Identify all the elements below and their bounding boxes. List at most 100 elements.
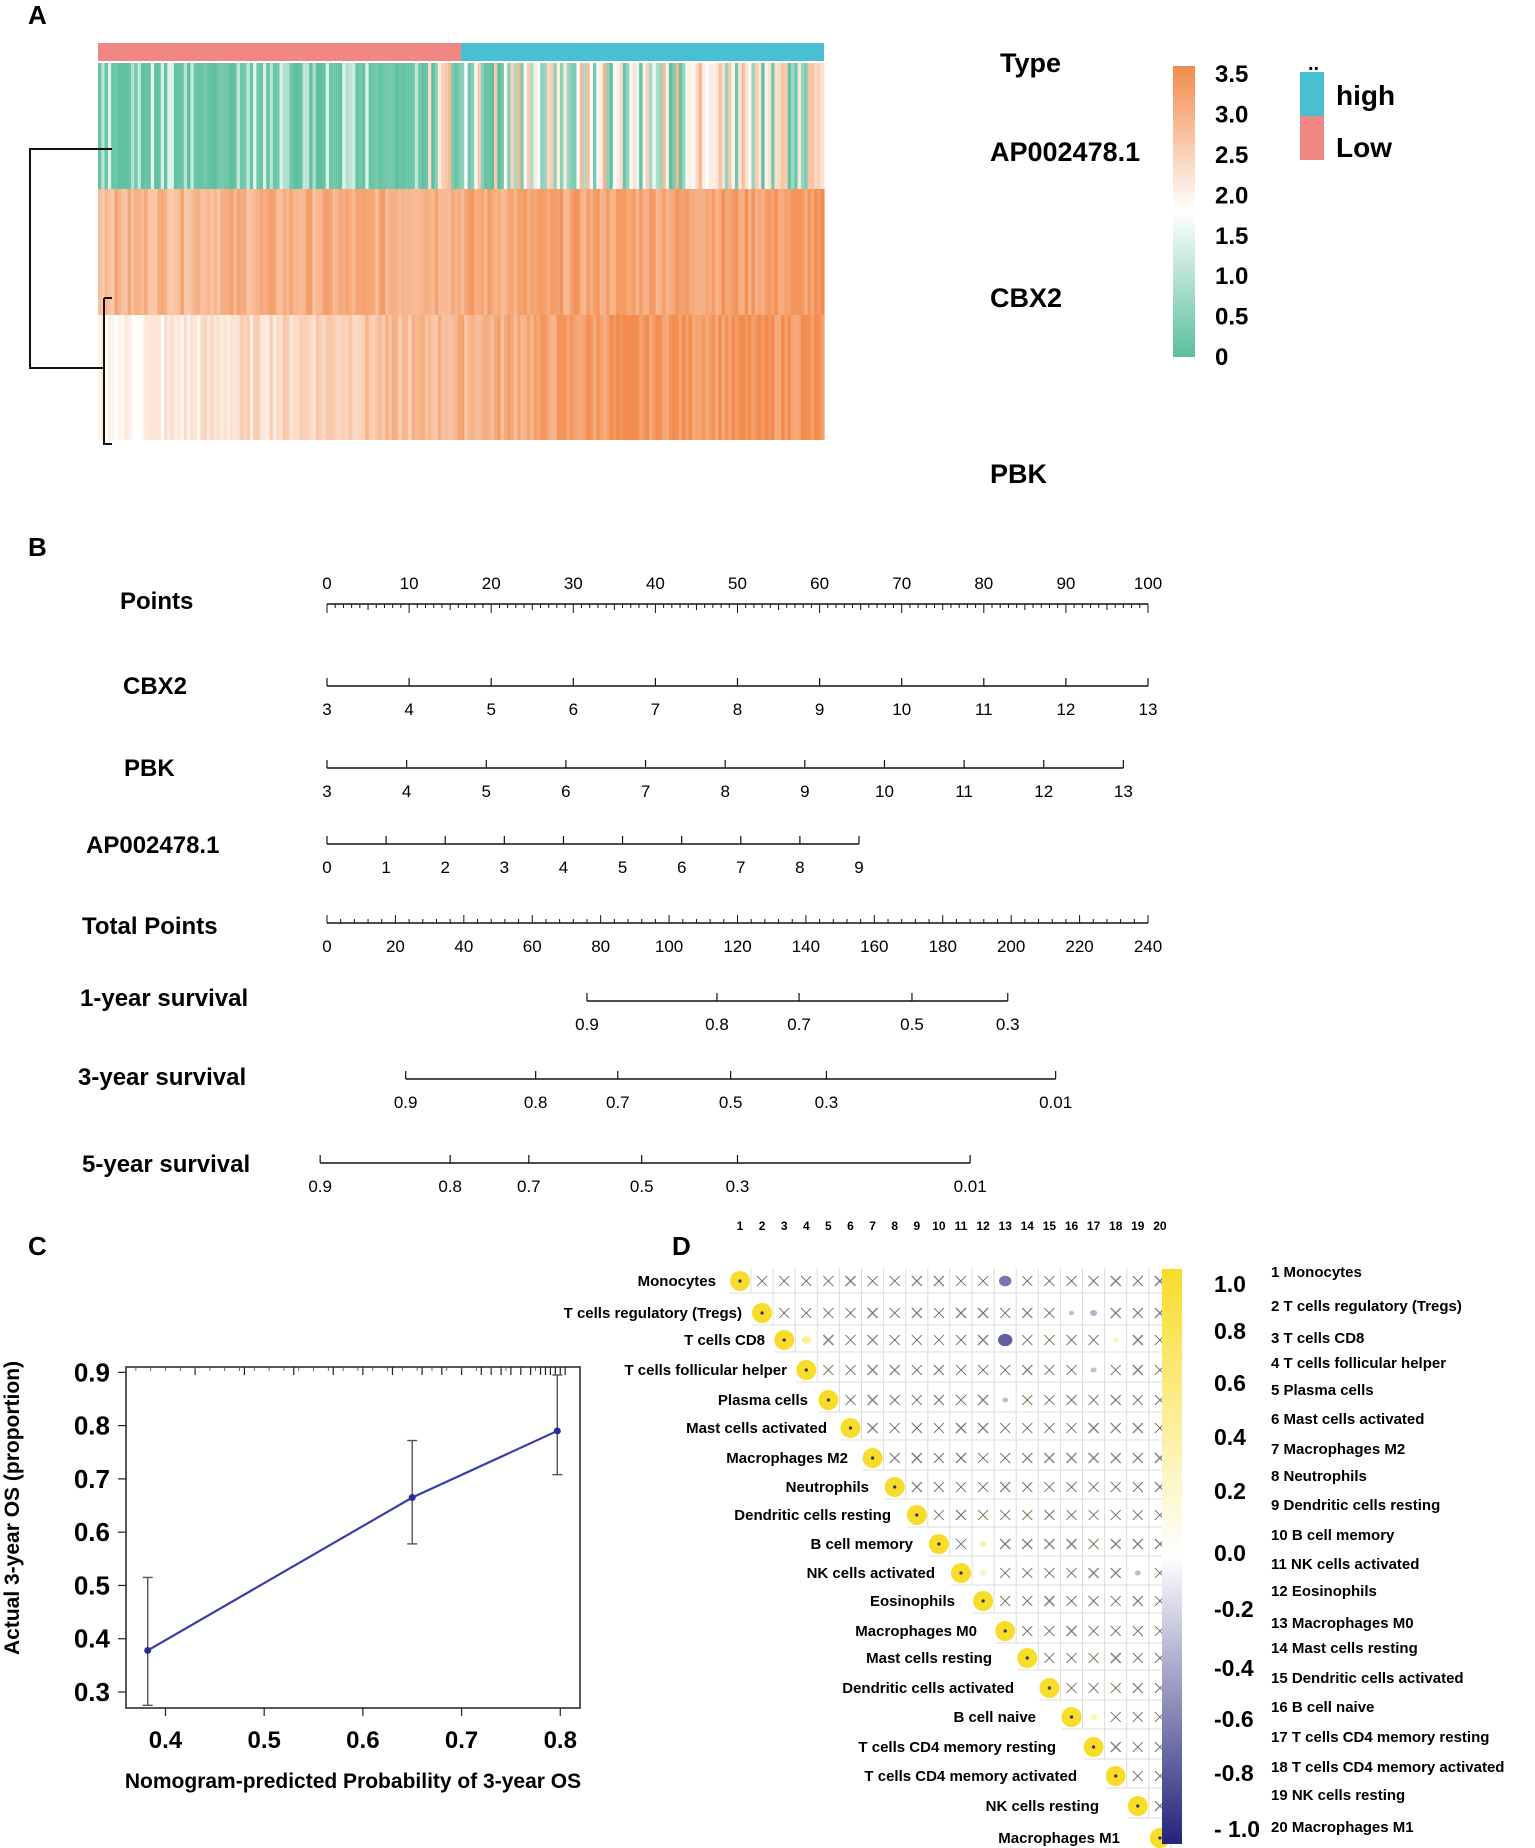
correlation-cross-outline (999, 1422, 1011, 1434)
heatmap-cell (616, 63, 620, 189)
correlation-cross-outline (1022, 1625, 1033, 1637)
predictor-tick-label: 6 (677, 858, 686, 877)
cell-legend-item: 18 T cells CD4 memory activated (1271, 1759, 1504, 1776)
heatmap-cell (758, 189, 762, 315)
heatmap-cell (678, 315, 683, 440)
heatmap-cell (134, 315, 139, 440)
heatmap-cell (414, 315, 419, 440)
correlation-cross-outline (1066, 1394, 1077, 1406)
heatmap-cell (629, 63, 634, 189)
heatmap-cell (820, 189, 825, 315)
heatmap-cell (259, 189, 264, 315)
heatmap-cell (774, 315, 779, 440)
heatmap-cell (665, 189, 670, 315)
heatmap-cell (800, 315, 805, 440)
heatmap-cell (150, 63, 155, 189)
heatmap-cell (622, 63, 627, 189)
heatmap-cell (147, 63, 152, 189)
points-tick-label: 20 (482, 574, 501, 593)
heatmap-cell (335, 189, 340, 315)
heatmap-cell (276, 315, 281, 440)
cell-legend-item: 20 Macrophages M1 (1271, 1819, 1414, 1836)
heatmap-cell (616, 315, 620, 440)
heatmap-cell (533, 315, 538, 440)
correlation-cross-outline (1022, 1307, 1033, 1319)
column-number: 15 (1043, 1219, 1057, 1233)
correlation-cross-outline (1022, 1452, 1033, 1464)
cell-legend-item: 16 B cell naive (1271, 1699, 1374, 1716)
heatmap-cell (540, 315, 545, 440)
heatmap-cell (668, 189, 673, 315)
heatmap-cell (411, 315, 416, 440)
heatmap-cell (810, 63, 815, 189)
heatmap-cell (721, 63, 726, 189)
column-number: 8 (891, 1219, 898, 1233)
heatmap-cell (296, 315, 300, 440)
heatmap-cell (612, 63, 617, 189)
heatmap-cell (794, 63, 799, 189)
heatmap-cell (725, 63, 729, 189)
heatmap-cell (428, 315, 432, 440)
heatmap-cell (140, 315, 145, 440)
heatmap-cell (688, 63, 693, 189)
colorbar-tick-label: -0.8 (1214, 1760, 1254, 1786)
heatmap-cell (226, 63, 231, 189)
heatmap-cell (368, 315, 373, 440)
heatmap-cell (332, 189, 337, 315)
correlation-cross-outline (1044, 1652, 1055, 1664)
heatmap-cell (322, 189, 327, 315)
heatmap-cell (256, 189, 261, 315)
heatmap-cell (418, 315, 422, 440)
heatmap-cell (187, 189, 191, 315)
heatmap-cell (728, 189, 733, 315)
heatmap-cell (767, 315, 772, 440)
heatmap-cell (233, 63, 238, 189)
heatmap-cell (748, 63, 752, 189)
heatmap-cell (180, 189, 185, 315)
heatmap-cell (695, 63, 700, 189)
heatmap-cell (599, 315, 604, 440)
predictor-tick-label: 9 (815, 700, 824, 719)
heatmap-cell (807, 189, 812, 315)
correlation-cross-outline (955, 1481, 967, 1493)
row-label: Eosinophils (870, 1593, 955, 1610)
cell-legend-item: 15 Dendritic cells activated (1271, 1670, 1464, 1687)
heatmap-cell (602, 189, 607, 315)
heatmap-cell (206, 63, 211, 189)
heatmap-cell (249, 63, 254, 189)
heatmap-cell (137, 315, 142, 440)
points-tick-label: 30 (564, 574, 583, 593)
total-points-tick-label: 40 (454, 937, 473, 956)
heatmap-cell (253, 315, 257, 440)
heatmap-cell (236, 189, 241, 315)
column-number: 16 (1065, 1219, 1079, 1233)
correlation-cross-outline (1022, 1567, 1033, 1579)
heatmap-cell (695, 189, 700, 315)
correlation-cross-outline (955, 1422, 967, 1434)
heatmap-cell (533, 63, 538, 189)
correlation-cross-outline (1088, 1422, 1099, 1434)
correlation-cross-outline (933, 1452, 945, 1464)
panel-label-a: A (28, 0, 47, 30)
heatmap-cell (243, 189, 248, 315)
correlation-cross-outline (1044, 1538, 1055, 1550)
correlation-ellipse (998, 1333, 1013, 1347)
diagonal-dot (804, 1368, 808, 1372)
predictor-tick-label: 3 (500, 858, 509, 877)
heatmap-cell (365, 189, 370, 315)
heatmap-cell (688, 315, 693, 440)
correlation-cross-outline (955, 1364, 967, 1376)
heatmap-cell (117, 189, 122, 315)
heatmap-cell (560, 189, 564, 315)
correlation-cross-outline (1044, 1509, 1055, 1521)
column-number: 19 (1131, 1219, 1145, 1233)
heatmap-cell (276, 189, 281, 315)
heatmap-cell (814, 315, 818, 440)
heatmap-cell (220, 189, 224, 315)
heatmap-cell (329, 63, 333, 189)
heatmap-cell (421, 315, 426, 440)
heatmap-cell (98, 315, 102, 440)
heatmap-cell (230, 63, 234, 189)
predictor-tick-label: 5 (482, 782, 491, 801)
heatmap-cell (490, 63, 495, 189)
